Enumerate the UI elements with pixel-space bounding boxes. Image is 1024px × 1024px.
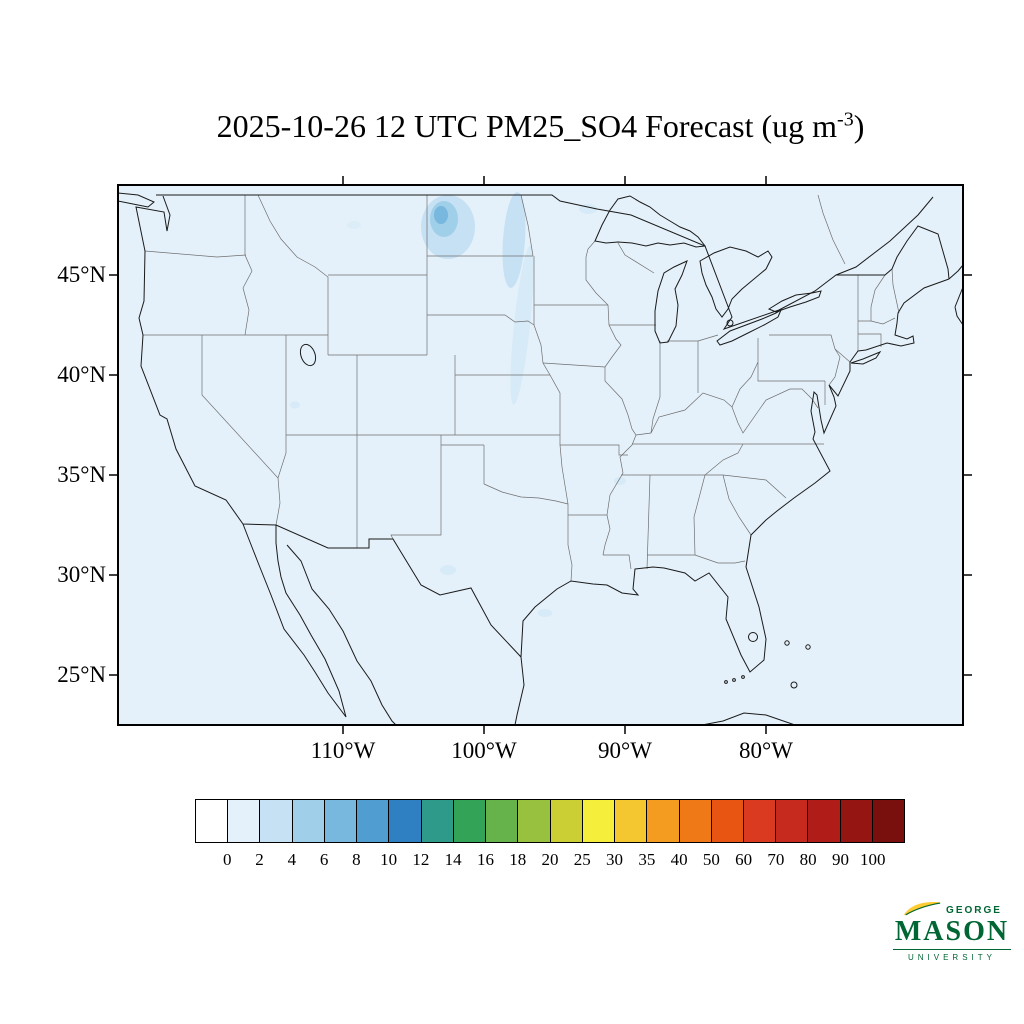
colorbar-cell xyxy=(711,800,744,842)
us-coastline xyxy=(135,195,950,673)
colorbar-tick-label: 70 xyxy=(767,850,785,869)
vancouver-island xyxy=(117,192,155,208)
lon-label-100w: 100°W xyxy=(451,738,517,763)
gmu-logo: GEORGE MASON UNIVERSITY xyxy=(893,897,1011,962)
colorbar-tick-label: 18 xyxy=(509,850,527,869)
lake-michigan xyxy=(654,260,688,344)
colorbar-tick-label: 50 xyxy=(702,850,720,869)
colorbar-cell xyxy=(808,800,841,842)
colorbar-tick-label: 14 xyxy=(444,850,462,869)
colorbar-cell xyxy=(196,800,229,842)
lon-label-90w: 90°W xyxy=(598,738,652,763)
colorbar-tick-label: 40 xyxy=(670,850,688,869)
bahamas-island xyxy=(805,644,811,650)
lake-st-clair xyxy=(726,319,734,327)
colorbar-tick-label: 25 xyxy=(573,850,591,869)
colorbar-tick-label: 30 xyxy=(606,850,624,869)
florida-keys xyxy=(741,675,745,679)
colorbar-cell xyxy=(582,800,616,842)
lat-label-40n: 40°N xyxy=(57,362,106,387)
colorbar-cell xyxy=(453,800,487,842)
lake-superior xyxy=(594,195,706,248)
mexico-east-coast xyxy=(514,656,525,726)
colorbar-tick-label: 80 xyxy=(799,850,817,869)
colorbar-tick-label: 60 xyxy=(735,850,753,869)
colorbar-cell xyxy=(292,800,325,842)
colorbar-labels: 0 2 4 6 8 10 12 14 16 18 20 25 30 35 40 50 60 70 80 90 100 xyxy=(195,850,905,874)
lat-label-25n: 25°N xyxy=(57,662,106,687)
lon-label-110w: 110°W xyxy=(310,738,376,763)
lake-erie xyxy=(716,308,783,346)
great-salt-lake xyxy=(299,343,317,367)
long-island xyxy=(850,350,882,365)
colorbar-tick-label: 35 xyxy=(638,850,656,869)
lat-label-30n: 30°N xyxy=(57,562,106,587)
lake-huron xyxy=(699,246,773,318)
colorbar-cell xyxy=(260,800,293,842)
st-lawrence-river xyxy=(835,196,934,276)
colorbar-tick-label: 2 xyxy=(255,850,264,869)
map-background xyxy=(118,185,963,725)
colorbar-tick-label: 16 xyxy=(476,850,494,869)
colorbar-tick-label: 12 xyxy=(412,850,430,869)
colorbar-tick-label: 20 xyxy=(541,850,559,869)
forecast-map xyxy=(109,176,972,734)
title-suffix: ) xyxy=(853,108,865,144)
bahamas-island xyxy=(784,640,790,646)
colorbar-tick-label: 4 xyxy=(287,850,297,869)
colorbar-cell xyxy=(776,800,809,842)
gmu-logo-mason: MASON xyxy=(894,916,1010,947)
cuba-coast xyxy=(701,712,796,726)
lon-label-80w: 80°W xyxy=(739,738,793,763)
page-title: 2025-10-26 12 UTC PM25_SO4 Forecast (ug … xyxy=(118,108,963,145)
lat-label-45n: 45°N xyxy=(57,262,106,287)
colorbar-cell xyxy=(389,800,422,842)
florida-keys xyxy=(724,680,728,684)
colorbar-cell xyxy=(647,800,680,842)
state-borders xyxy=(143,194,900,582)
colorbar-tick-label: 8 xyxy=(352,850,361,869)
colorbar-cell xyxy=(840,800,873,842)
colorbar-tick-label: 90 xyxy=(831,850,849,869)
title-exponent: -3 xyxy=(837,108,854,131)
colorbar-cell xyxy=(872,800,905,842)
gmu-logo-university: UNIVERSITY xyxy=(893,949,1011,962)
colorbar-tick-label: 0 xyxy=(223,850,232,869)
colorbar-cell xyxy=(679,800,712,842)
colorbar-cell xyxy=(518,800,551,842)
lake-ontario xyxy=(767,290,822,313)
colorbar-cell xyxy=(421,800,454,842)
title-text: 2025-10-26 12 UTC PM25_SO4 Forecast (ug … xyxy=(216,108,838,144)
colorbar-cell xyxy=(357,800,390,842)
colorbar-tick-label: 100 xyxy=(859,850,886,869)
colorbar-tick-label: 6 xyxy=(319,850,329,869)
map-frame xyxy=(117,184,964,726)
gmu-logo-george: GEORGE xyxy=(946,905,1002,916)
colorbar-cell xyxy=(228,800,261,842)
gmu-leaf-icon xyxy=(903,901,941,916)
colorbar-cell xyxy=(486,800,519,842)
colorbar-tick-label: 10 xyxy=(380,850,398,869)
colorbar-cell xyxy=(550,800,583,842)
colorbar-cell xyxy=(743,800,777,842)
forecast-map-svg xyxy=(109,176,972,734)
axis-ticks xyxy=(109,176,972,734)
colorbar-cell xyxy=(615,800,648,842)
baja-california-coast xyxy=(242,523,347,718)
bahamas-island xyxy=(790,681,798,689)
lake-okeechobee xyxy=(748,632,758,642)
lat-label-35n: 35°N xyxy=(57,462,106,487)
mexico-west-coast xyxy=(286,544,397,726)
pollution-patches xyxy=(290,192,626,617)
florida-keys xyxy=(732,678,736,682)
us-canada-border xyxy=(156,194,950,330)
colorbar-cell xyxy=(324,800,358,842)
colorbar xyxy=(195,799,905,843)
